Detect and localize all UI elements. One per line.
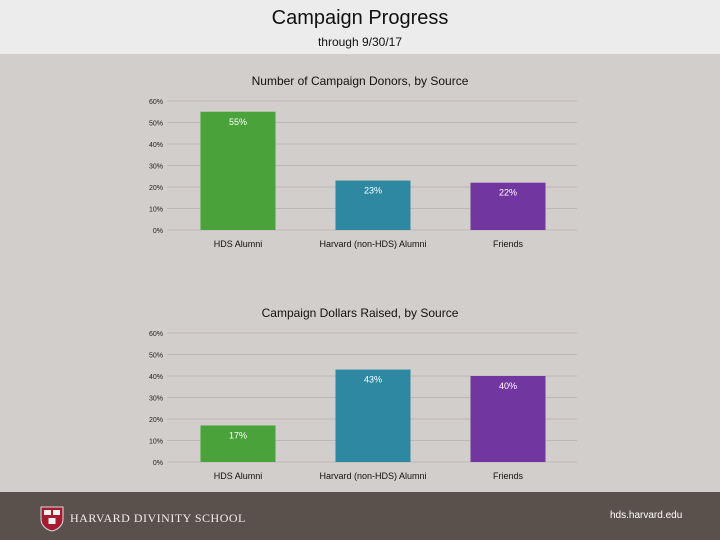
school-name: HARVARD DIVINITY SCHOOL bbox=[70, 511, 246, 525]
data-label: 17% bbox=[229, 430, 247, 440]
y-tick-label: 10% bbox=[149, 207, 163, 214]
website-url[interactable]: hds.harvard.edu bbox=[610, 510, 683, 521]
y-tick-label: 60% bbox=[149, 99, 163, 106]
bar-1 bbox=[200, 111, 276, 230]
data-label: 55% bbox=[229, 117, 247, 127]
category-label: Harvard (non-HDS) Alumni bbox=[319, 239, 426, 249]
y-tick-label: 0% bbox=[153, 460, 163, 467]
y-tick-label: 40% bbox=[149, 374, 163, 381]
header: Campaign Progress through 9/30/17 bbox=[0, 0, 720, 54]
data-label: 22% bbox=[499, 188, 517, 198]
y-tick-label: 30% bbox=[149, 396, 163, 403]
bar-1 bbox=[200, 425, 276, 462]
y-tick-label: 60% bbox=[149, 331, 163, 338]
data-label: 43% bbox=[364, 375, 382, 385]
chart-title: Campaign Dollars Raised, by Source bbox=[262, 306, 459, 320]
donors-chart: Number of Campaign Donors, by Source 0% 10… bbox=[149, 74, 577, 249]
category-label: Friends bbox=[493, 239, 524, 249]
bar-3 bbox=[470, 376, 546, 462]
y-tick-label: 50% bbox=[149, 353, 163, 360]
bar-2 bbox=[335, 180, 411, 230]
dollars-chart: Campaign Dollars Raised, by Source 0% 10% 2… bbox=[149, 306, 577, 481]
bar-3 bbox=[470, 182, 546, 230]
y-tick-label: 10% bbox=[149, 439, 163, 446]
category-label: Harvard (non-HDS) Alumni bbox=[319, 471, 426, 481]
y-tick-label: 30% bbox=[149, 164, 163, 171]
y-tick-label: 0% bbox=[153, 228, 163, 235]
y-tick-label: 50% bbox=[149, 121, 163, 128]
category-label: Friends bbox=[493, 471, 524, 481]
chart-title: Number of Campaign Donors, by Source bbox=[252, 74, 469, 88]
category-label: HDS Alumni bbox=[214, 239, 263, 249]
data-label: 40% bbox=[499, 381, 517, 391]
y-tick-label: 20% bbox=[149, 417, 163, 424]
page-title: Campaign Progress bbox=[271, 7, 449, 29]
category-label: HDS Alumni bbox=[214, 471, 263, 481]
page-subtitle: through 9/30/17 bbox=[317, 35, 403, 49]
y-tick-label: 20% bbox=[149, 185, 163, 192]
harvard-shield-icon bbox=[40, 506, 64, 532]
footer bbox=[0, 492, 720, 540]
y-tick-label: 40% bbox=[149, 142, 163, 149]
data-label: 23% bbox=[364, 186, 382, 196]
bar-2 bbox=[335, 369, 411, 462]
